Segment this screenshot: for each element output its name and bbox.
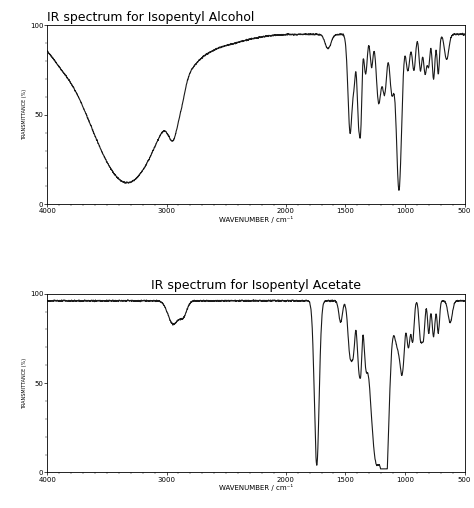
Text: IR spectrum for Isopentyl Alcohol: IR spectrum for Isopentyl Alcohol	[47, 11, 255, 24]
X-axis label: WAVENUMBER / cm⁻¹: WAVENUMBER / cm⁻¹	[219, 216, 293, 223]
Y-axis label: TRANSMITTANCE (%): TRANSMITTANCE (%)	[22, 89, 27, 140]
X-axis label: WAVENUMBER / cm⁻¹: WAVENUMBER / cm⁻¹	[219, 484, 293, 491]
Title: IR spectrum for Isopentyl Acetate: IR spectrum for Isopentyl Acetate	[151, 279, 361, 293]
Y-axis label: TRANSMITTANCE (%): TRANSMITTANCE (%)	[22, 358, 27, 408]
